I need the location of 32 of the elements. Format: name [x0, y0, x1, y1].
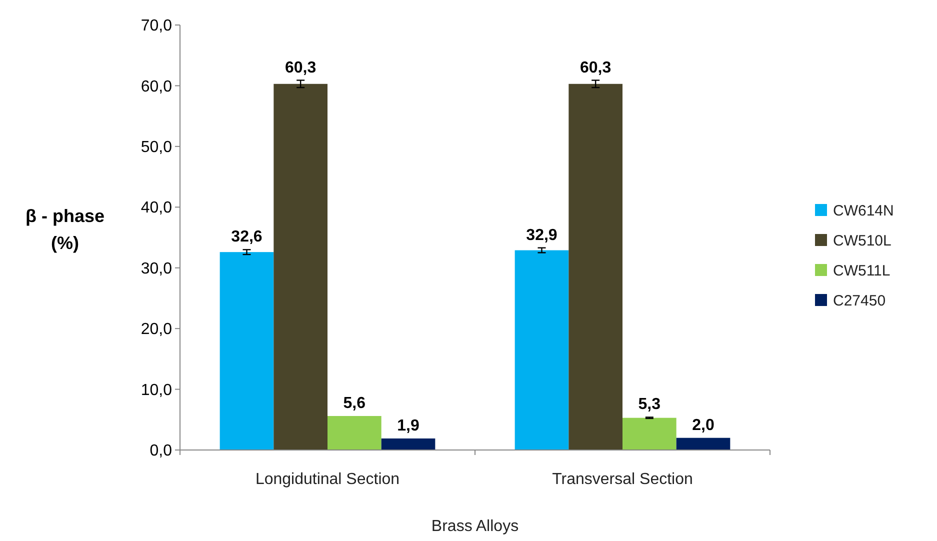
- y-tick-label: 0,0: [150, 442, 172, 460]
- y-tick-label: 70,0: [140, 18, 172, 35]
- x-tick-label: Transversal Section: [552, 471, 693, 488]
- bar: [514, 250, 569, 450]
- x-tick-label: Longidutinal Section: [255, 471, 400, 488]
- legend-label: C27450: [833, 292, 886, 310]
- data-label: 32,9: [526, 226, 558, 244]
- bar: [274, 84, 328, 450]
- y-tick-label: 50,0: [140, 139, 172, 156]
- bar: [676, 438, 730, 450]
- data-label: 32,6: [231, 228, 262, 246]
- y-tick-label: 30,0: [140, 260, 172, 278]
- data-label: 60,3: [285, 59, 316, 76]
- bar: [568, 84, 622, 450]
- y-tick-label: 20,0: [140, 321, 172, 338]
- y-axis-title: β - phase (%): [25, 206, 105, 253]
- legend-label: CW614N: [833, 202, 894, 220]
- data-label: 5,6: [343, 395, 366, 412]
- legend-label: CW510L: [833, 232, 892, 250]
- y-tick-label: 40,0: [140, 200, 172, 217]
- bar: [328, 416, 382, 450]
- bar: [220, 252, 274, 450]
- bar: [381, 438, 436, 450]
- data-label: 2,0: [692, 416, 714, 434]
- y-tick-label: 10,0: [140, 382, 172, 399]
- data-label: 5,3: [638, 396, 661, 414]
- bar: [622, 418, 676, 450]
- data-label: 60,3: [580, 59, 612, 76]
- x-axis-title: Brass Alloys: [431, 518, 519, 535]
- legend-label: CW511L: [833, 262, 890, 280]
- data-label: 1,9: [397, 417, 420, 434]
- y-tick-label: 60,0: [140, 78, 172, 96]
